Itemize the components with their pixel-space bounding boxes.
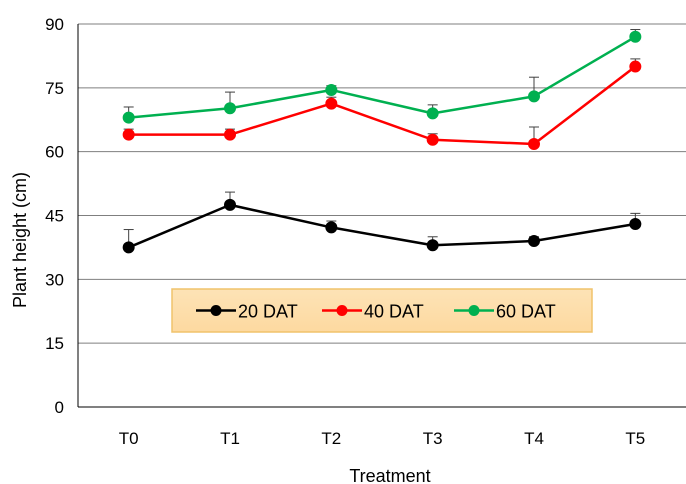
data-point-T5 [629,218,642,231]
x-tick-label-T2: T2 [321,429,341,448]
legend-box [171,288,593,333]
y-axis-title: Plant height (cm) [10,172,30,308]
series-60-dat [122,29,642,124]
x-axis-title: Treatment [349,466,430,484]
y-tick-label-75: 75 [45,79,64,98]
y-tick-label-0: 0 [55,398,64,417]
data-point-T3 [426,239,439,252]
legend-item-40-dat: 40 DAT [322,302,424,322]
data-point-T0 [122,111,135,124]
x-tick-label-T3: T3 [423,429,443,448]
y-tick-label-45: 45 [45,207,64,226]
data-point-T2 [325,97,338,110]
x-tick-label-T0: T0 [119,429,139,448]
data-point-T0 [122,241,135,254]
data-point-T4 [528,90,540,103]
y-tick-label-15: 15 [45,334,64,353]
y-tick-label-90: 90 [45,15,64,34]
axes: 0 15 30 45 60 75 90 T0 T1 T2 T3 T4 T5 [45,15,686,448]
series-line [128,35,636,119]
data-point-T1 [224,128,236,141]
legend-item-20-dat: 20 DAT [196,302,298,322]
data-point-T5 [629,30,642,43]
data-point-T2 [325,83,338,96]
series-20-dat [122,191,642,254]
legend-label: 40 DAT [364,302,424,322]
series-lines [122,29,642,254]
data-point-T3 [426,107,439,120]
x-tick-label-T4: T4 [524,429,544,448]
legend-item-60-dat: 60 DAT [454,302,556,322]
legend: 20 DAT 40 DAT 60 DAT [171,288,593,333]
series-40-dat [122,58,642,151]
y-tick-label-30: 30 [45,270,64,289]
data-point-T3 [426,133,439,146]
legend-marker [468,305,480,316]
x-tick-label-T5: T5 [625,429,645,448]
data-point-T0 [122,128,135,141]
y-tick-label-60: 60 [45,143,64,162]
legend-marker [336,305,348,316]
legend-label: 60 DAT [496,302,556,322]
series-line [128,203,636,249]
data-point-T1 [224,102,236,115]
data-point-T5 [629,60,642,73]
data-point-T4 [528,138,540,151]
data-point-T1 [224,198,236,211]
legend-marker [210,305,222,316]
data-point-T4 [528,235,540,248]
series-line [128,65,637,146]
legend-label: 20 DAT [238,302,298,322]
gridlines [78,23,686,344]
x-tick-label-T1: T1 [220,429,240,448]
data-point-T2 [325,221,338,234]
